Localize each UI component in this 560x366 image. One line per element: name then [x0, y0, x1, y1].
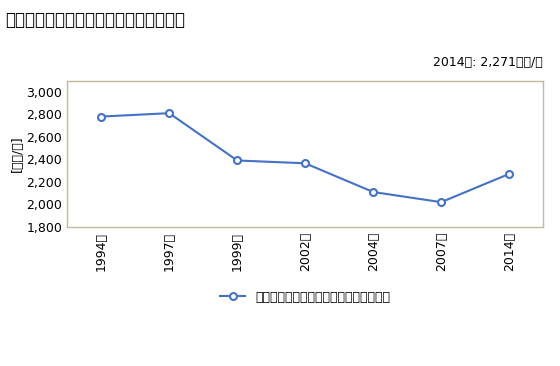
Text: 2014年: 2,271万円/人: 2014年: 2,271万円/人: [433, 56, 543, 69]
商業の従業者一人当たり年間商品販売額: [438, 200, 445, 204]
Text: 商業の従業者一人当たり年間商品販売額: 商業の従業者一人当たり年間商品販売額: [6, 11, 185, 29]
商業の従業者一人当たり年間商品販売額: [234, 158, 241, 163]
Y-axis label: [万円/人]: [万円/人]: [11, 135, 24, 172]
商業の従業者一人当たり年間商品販売額: [302, 161, 309, 165]
商業の従業者一人当たり年間商品販売額: [370, 190, 376, 194]
Line: 商業の従業者一人当たり年間商品販売額: 商業の従業者一人当たり年間商品販売額: [98, 110, 512, 206]
Legend: 商業の従業者一人当たり年間商品販売額: 商業の従業者一人当たり年間商品販売額: [215, 285, 395, 309]
商業の従業者一人当たり年間商品販売額: [506, 172, 512, 176]
商業の従業者一人当たり年間商品販売額: [166, 111, 172, 115]
商業の従業者一人当たり年間商品販売額: [98, 114, 105, 119]
